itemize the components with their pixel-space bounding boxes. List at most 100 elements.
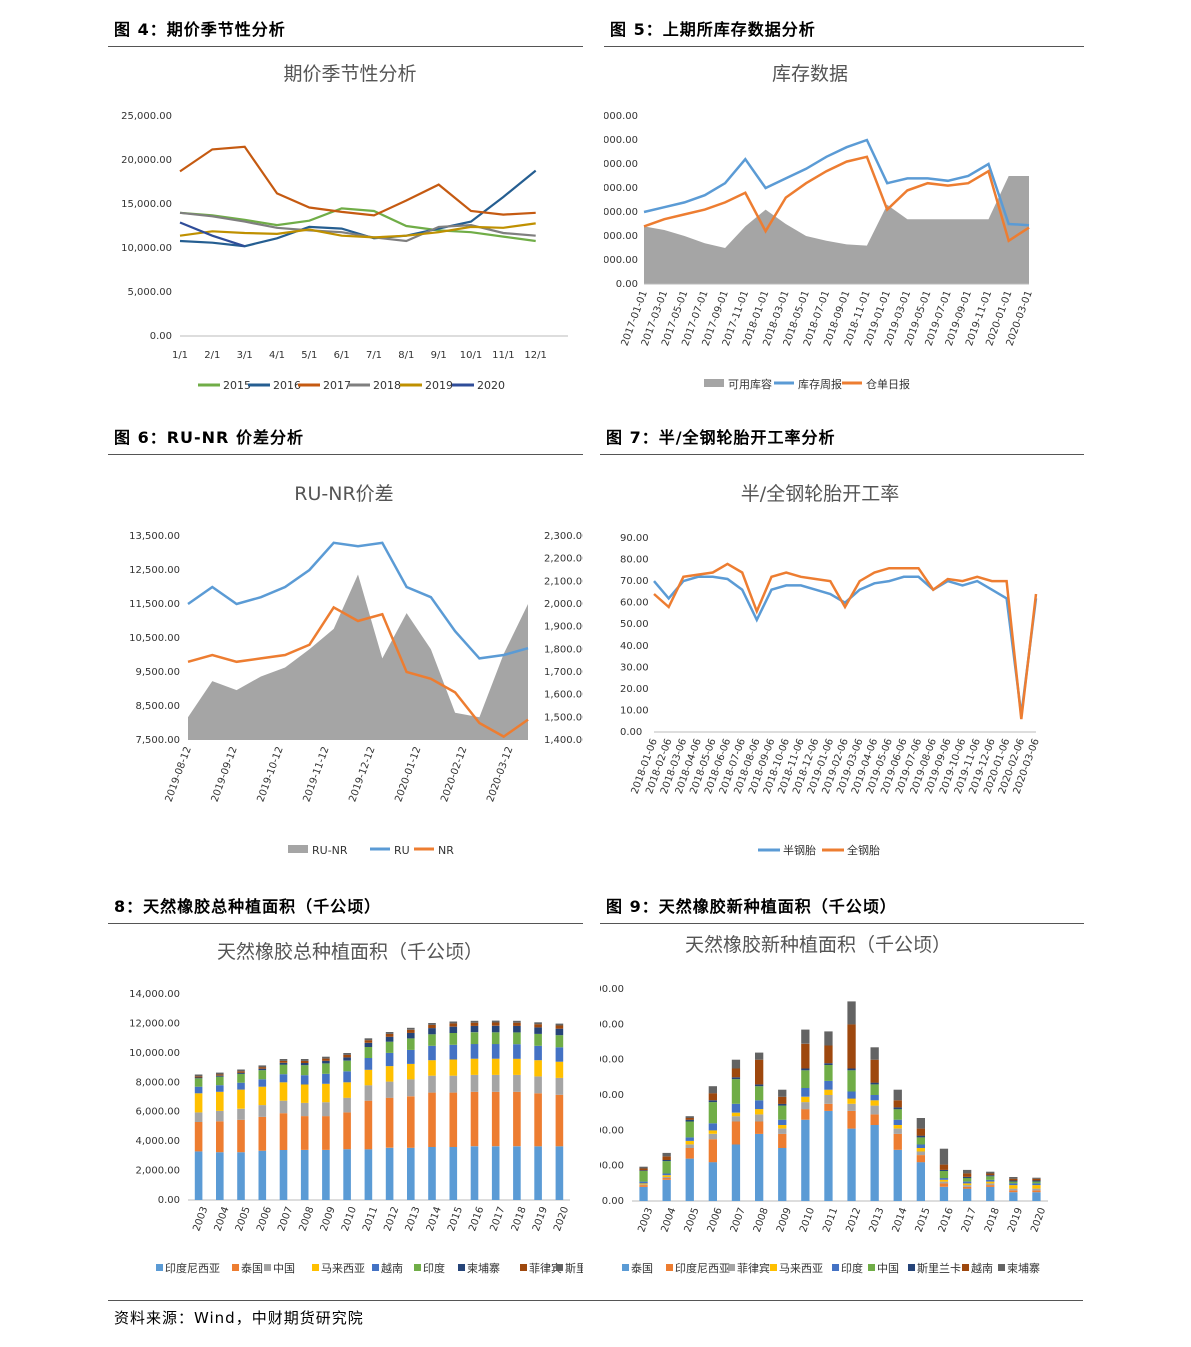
bar-segment [778,1089,787,1097]
bar-segment [279,1059,288,1061]
bar-segment [963,1181,972,1184]
bar-segment [778,1103,787,1106]
bar-segment [279,1074,288,1083]
y-tick-label: 10,000.00 [129,1048,180,1059]
bar-segment [778,1128,787,1134]
bar-segment [685,1119,694,1122]
bar-segment [755,1100,764,1110]
bar-segment [963,1185,972,1187]
bar-segment [731,1116,741,1122]
bar-segment [513,1091,521,1147]
bar-segment [194,1086,203,1094]
bar-segment [237,1069,245,1072]
bar-segment [513,1032,521,1045]
bar-segment [470,1020,479,1023]
legend-label: 印度尼西亚 [675,1261,730,1275]
bar-segment [708,1100,717,1103]
x-tick-label: 2008 [297,1205,316,1233]
bar-segment [216,1091,224,1111]
x-tick-label: 4/1 [269,350,285,361]
y-tick-label: 200.00 [600,1125,624,1136]
bar-segment [685,1140,694,1145]
y-tick-label: 0.00 [602,1196,624,1207]
bar-segment [639,1185,648,1187]
bar-segment [662,1175,671,1177]
bar-segment [685,1148,694,1159]
series-line [179,145,536,217]
bar-segment [939,1181,949,1184]
bar-segment [300,1102,309,1117]
bar-segment [513,1022,521,1026]
bar-segment [513,1025,521,1033]
legend-label: 2016 [273,379,301,392]
bar-segment [534,1027,542,1034]
bar-segment [513,1044,521,1059]
y-tick-label: 13,500.00 [129,531,180,542]
legend-label: 2020 [477,379,505,392]
bar-segment [778,1133,787,1148]
bar-segment [731,1068,741,1078]
bar-segment [343,1082,351,1098]
bar-segment [893,1133,902,1150]
bar-segment [534,1022,542,1025]
bar-segment [216,1074,224,1076]
y-tick-label: 70.00 [620,576,649,587]
legend-label: 库存周报 [798,377,842,391]
legend-swatch [414,1264,421,1271]
bar-segment [708,1130,717,1134]
bar-segment [258,1079,267,1087]
y2-tick-label: 1,800.00 [544,644,583,655]
bar-segment [237,1089,245,1109]
legend-label: 菲律宾 [529,1261,562,1275]
legend-swatch [832,1264,839,1271]
bar-segment [916,1128,925,1136]
bar-segment [916,1118,925,1129]
bar-segment [322,1063,330,1074]
legend-label: 印度尼西亚 [165,1261,220,1275]
legend-label: 泰国 [631,1261,653,1275]
fig7-header: 图 7：半/全钢轮胎开工率分析 [600,424,1084,455]
total-planting-area-chart: 天然橡胶总种植面积（千公顷） 14,000.00 12,000.00 10,000.0… [129,941,583,1275]
x-tick-label: 2015 [446,1205,465,1233]
legend-label: 斯里兰卡 [917,1262,961,1275]
bar-segment [731,1079,741,1104]
bar-segment [731,1121,741,1145]
legend-swatch [622,1264,629,1271]
bar-segment [639,1166,648,1169]
y2-tick-label: 2,000.00 [544,599,583,610]
y-tick-label: 90.00 [620,533,649,544]
bar-segment [708,1093,717,1101]
bar-segment [847,1128,856,1201]
series-line [653,562,1038,720]
bar-segment [963,1186,972,1189]
bar-segment [662,1177,671,1179]
series-line [187,605,529,739]
x-tick-label: 2013 [404,1205,423,1233]
bar-segment [279,1060,288,1063]
y-tick-label: 7,500.00 [135,735,180,746]
legend-swatch [998,1264,1005,1271]
bar-segment [364,1085,373,1101]
bar-segment [963,1183,972,1186]
bar-segment [194,1112,203,1122]
bar-segment [986,1186,995,1201]
series-line [653,575,1038,715]
bar-segment [685,1118,694,1120]
bar-segment [449,1147,458,1200]
bar-segment [322,1056,330,1059]
bar-segment [534,1033,542,1046]
bar-segment [963,1173,972,1177]
x-tick-label: 2016 [937,1206,956,1234]
bar-segment [300,1116,309,1150]
bar-segment [731,1077,741,1080]
bar-segment [870,1084,879,1095]
legend-label: 泰国 [241,1261,263,1275]
bar-segment [778,1105,787,1120]
bar-segment [939,1169,949,1171]
bar-segment [300,1150,309,1200]
y-tick-label: 0.00 [616,279,638,290]
bar-segment [258,1070,267,1080]
legend-swatch [962,1264,969,1271]
bar-segment [824,1065,833,1081]
legend-swatch [372,1264,379,1271]
